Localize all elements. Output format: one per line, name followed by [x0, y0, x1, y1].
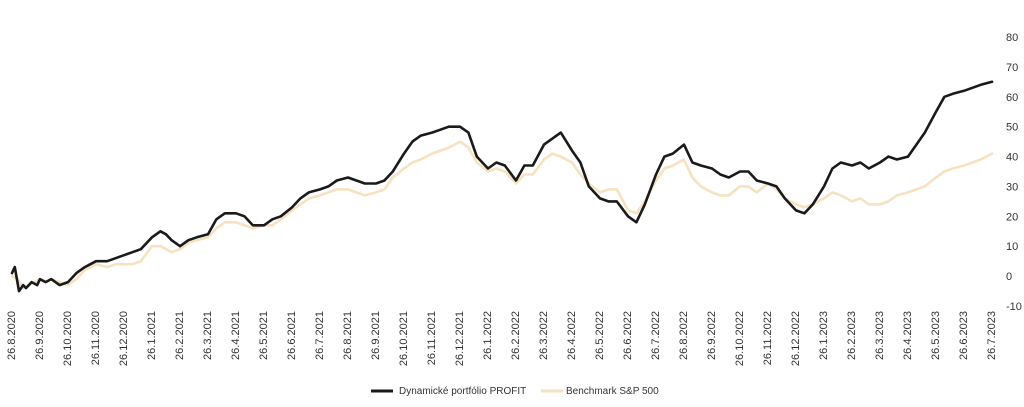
x-tick-label: 26.4.2021 — [230, 311, 242, 360]
y-tick-label: 50 — [1006, 122, 1018, 134]
x-tick-label: 26.3.2023 — [874, 311, 886, 360]
x-axis: 26.8.2020 26.9.2020 26.10.2020 26.11.2020 26… — [6, 311, 998, 366]
x-tick-label: 26.6.2023 — [958, 311, 970, 360]
y-tick-label: -10 — [1006, 301, 1022, 313]
x-tick-label: 26.9.2021 — [370, 311, 382, 360]
series-line-benchmark — [10, 140, 994, 290]
x-tick-label: 26.1.2023 — [818, 311, 830, 360]
x-tick-label: 26.12.2022 — [790, 311, 802, 366]
y-tick-label: 80 — [1006, 32, 1018, 44]
legend: Dynamické portfólio PROFIT Benchmark S&P … — [371, 386, 659, 397]
x-tick-label: 26.5.2022 — [594, 311, 606, 360]
x-tick-label: 26.9.2020 — [34, 311, 46, 360]
x-tick-label: 26.11.2020 — [90, 311, 102, 365]
x-tick-label: 26.6.2021 — [286, 311, 298, 360]
y-tick-label: 70 — [1006, 62, 1018, 74]
legend-label: Dynamické portfólio PROFIT — [399, 386, 526, 397]
y-tick-label: 10 — [1006, 241, 1018, 253]
x-tick-label: 26.1.2022 — [482, 311, 494, 360]
x-tick-label: 26.10.2022 — [734, 311, 746, 366]
x-tick-label: 26.5.2021 — [258, 311, 270, 360]
x-tick-label: 26.11.2022 — [762, 311, 774, 365]
x-tick-label: 26.2.2021 — [174, 311, 186, 360]
x-tick-label: 26.8.2021 — [342, 311, 354, 360]
x-tick-label: 26.10.2021 — [398, 311, 410, 366]
x-tick-label: 26.11.2021 — [426, 311, 438, 365]
x-tick-label: 26.1.2021 — [146, 311, 158, 360]
x-tick-label: 26.4.2023 — [902, 311, 914, 360]
x-tick-label: 26.12.2021 — [454, 311, 466, 366]
x-tick-label: 26.12.2020 — [118, 311, 130, 366]
y-tick-label: 40 — [1006, 152, 1018, 164]
y-axis: 80 70 60 50 40 30 20 10 0 -10 — [1006, 32, 1022, 313]
x-tick-label: 26.3.2021 — [202, 311, 214, 360]
x-tick-label: 26.4.2022 — [566, 311, 578, 360]
y-tick-label: 0 — [1006, 271, 1012, 283]
y-tick-label: 30 — [1006, 181, 1018, 193]
x-tick-label: 26.8.2022 — [678, 311, 690, 360]
x-tick-label: 26.7.2021 — [314, 311, 326, 360]
series-line-portfolio — [10, 80, 994, 293]
x-tick-label: 26.7.2023 — [986, 311, 998, 360]
y-tick-label: 20 — [1006, 211, 1018, 223]
x-tick-label: 26.2.2022 — [510, 311, 522, 360]
x-tick-label: 26.6.2022 — [622, 311, 634, 360]
x-tick-label: 26.7.2022 — [650, 311, 662, 360]
legend-label: Benchmark S&P 500 — [566, 386, 659, 397]
x-tick-label: 26.5.2023 — [930, 311, 942, 360]
x-tick-label: 26.3.2022 — [538, 311, 550, 360]
series-layer — [10, 80, 994, 293]
y-tick-label: 60 — [1006, 92, 1018, 104]
x-tick-label: 26.8.2020 — [6, 311, 18, 360]
x-tick-label: 26.9.2022 — [706, 311, 718, 360]
x-tick-label: 26.2.2023 — [846, 311, 858, 360]
x-tick-label: 26.10.2020 — [62, 311, 74, 366]
